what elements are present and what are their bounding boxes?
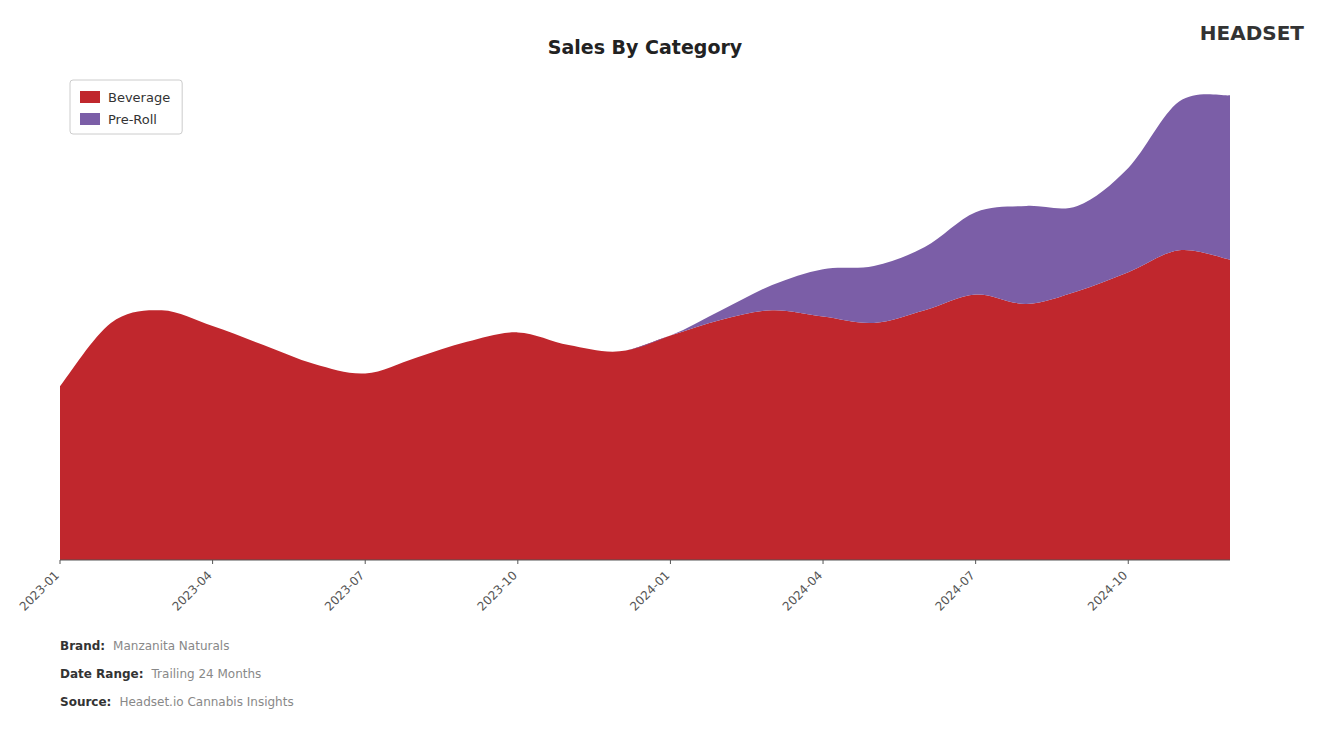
x-tick: [365, 560, 366, 564]
footer-label: Source:: [60, 695, 111, 709]
x-tick-label: 2023-04: [169, 568, 214, 613]
legend-box: [70, 80, 182, 134]
x-tick-label: 2024-01: [627, 568, 672, 613]
footer-value: Manzanita Naturals: [113, 639, 229, 653]
title: Sales By Category: [548, 36, 743, 58]
x-tick: [670, 560, 671, 564]
footer-label: Date Range:: [60, 667, 144, 681]
x-tick-label: 2024-07: [932, 568, 977, 613]
legend: Beverage Pre-Roll: [70, 80, 182, 134]
plot-area: [60, 94, 1230, 560]
legend-swatch: [80, 91, 100, 103]
x-tick-label: 2024-04: [780, 568, 825, 613]
x-tick-label: 2023-10: [475, 568, 520, 613]
legend-swatch: [80, 113, 100, 125]
x-tick-label: 2023-01: [17, 568, 62, 613]
x-tick-label: 2023-07: [322, 568, 367, 613]
x-tick: [975, 560, 976, 564]
logo-text: HEADSET: [1200, 21, 1305, 45]
chart: Sales By Category 2023-01 2023-04 2023-07 20…: [0, 0, 1324, 741]
footer-value: Trailing 24 Months: [151, 667, 262, 681]
x-tick: [212, 560, 213, 564]
legend-label: Pre-Roll: [108, 112, 157, 127]
footer-label: Brand:: [60, 639, 105, 653]
footer-value: Headset.io Cannabis Insights: [119, 695, 293, 709]
x-tick: [823, 560, 824, 564]
x-tick: [1128, 560, 1129, 564]
area: [60, 94, 1230, 386]
x-tick: [517, 560, 518, 564]
x-tick: [60, 560, 61, 564]
x-axis: [60, 560, 1230, 561]
legend-label: Beverage: [108, 90, 170, 105]
x-tick-label: 2024-10: [1085, 568, 1130, 613]
